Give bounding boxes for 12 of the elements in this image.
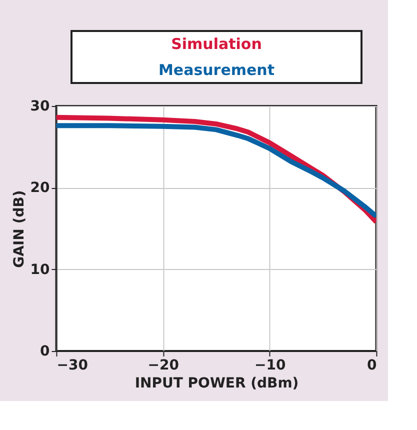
y-tick-label: 0 (40, 344, 50, 360)
x-tick-label: −20 (148, 358, 180, 374)
y-tick-label: 20 (30, 180, 50, 196)
x-axis-title: INPUT POWER (dBm) (134, 376, 299, 392)
x-tick-label: −10 (254, 358, 286, 374)
y-axis-title: GAIN (dB) (11, 190, 28, 268)
y-tick-label: 10 (30, 262, 50, 278)
x-tick-label: 0 (367, 358, 377, 374)
text: Measurement (158, 61, 275, 79)
x-tick-label: −30 (56, 358, 88, 374)
y-tick-label: 30 (30, 98, 50, 114)
text: Simulation (171, 35, 262, 53)
